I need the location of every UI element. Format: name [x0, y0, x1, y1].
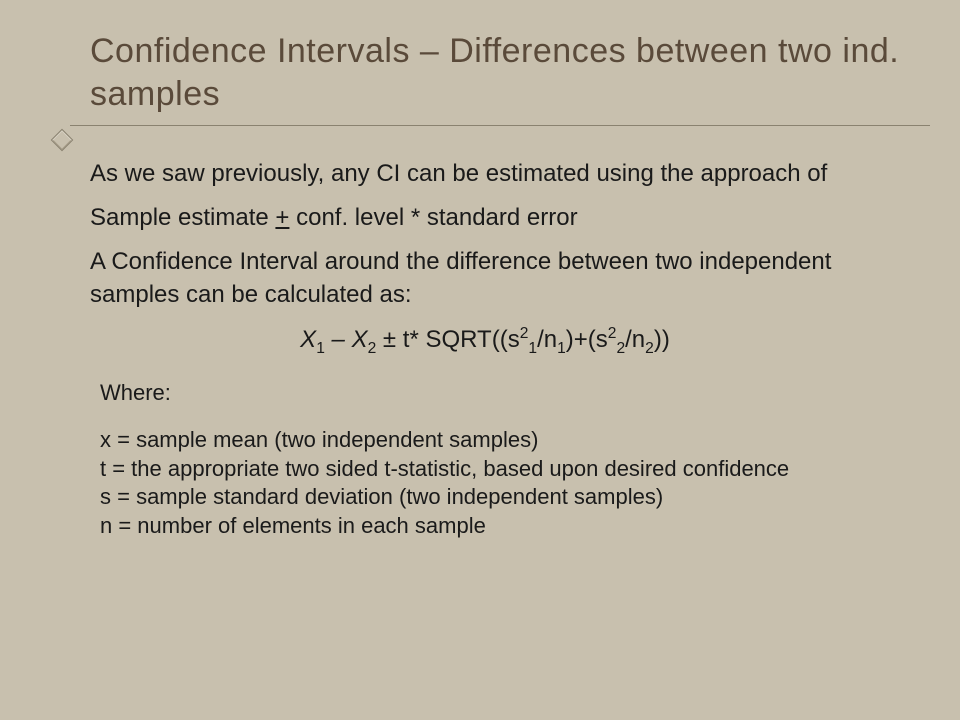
- formula-over-n2: /n: [625, 326, 645, 353]
- formula-sqrt-open: SQRT((s: [425, 326, 519, 353]
- estimate-approach-line: Sample estimate + conf. level * standard…: [90, 204, 880, 232]
- def-n: n = number of elements in each sample: [100, 512, 880, 541]
- plus-minus-underlined: +: [275, 204, 289, 231]
- formula-minus: –: [325, 326, 352, 353]
- def-t: t = the appropriate two sided t-statisti…: [100, 455, 880, 484]
- formula-x1-sub: 1: [316, 340, 325, 357]
- formula-s1-sub: 1: [528, 340, 537, 357]
- formula-t: t*: [403, 326, 426, 353]
- where-block: Where: x = sample mean (two independent …: [90, 380, 880, 540]
- formula-n2-sub: 2: [645, 340, 654, 357]
- where-label: Where:: [100, 380, 880, 406]
- formula-over-n1: /n: [537, 326, 557, 353]
- slide-content: As we saw previously, any CI can be esti…: [60, 134, 910, 540]
- slide-title: Confidence Intervals – Differences betwe…: [90, 30, 910, 115]
- estimate-suffix: conf. level * standard error: [289, 204, 577, 231]
- def-s: s = sample standard deviation (two indep…: [100, 483, 880, 512]
- formula-mid: )+(s: [566, 326, 608, 353]
- intro-paragraph: As we saw previously, any CI can be esti…: [90, 158, 880, 190]
- formula-pm: ±: [376, 326, 403, 353]
- formula-x2: X: [352, 326, 368, 353]
- formula-n1-sub: 1: [557, 340, 566, 357]
- title-underline: [70, 125, 930, 126]
- formula-close: )): [654, 326, 670, 353]
- estimate-prefix: Sample estimate: [90, 204, 275, 231]
- ci-description-paragraph: A Confidence Interval around the differe…: [90, 246, 880, 311]
- title-block: Confidence Intervals – Differences betwe…: [60, 30, 910, 126]
- formula-x1: X: [300, 326, 316, 353]
- formula-s2-sub: 2: [616, 340, 625, 357]
- formula-x2-sub: 2: [368, 340, 377, 357]
- def-x: x = sample mean (two independent samples…: [100, 426, 880, 455]
- ci-formula: X1 – X2 ± t* SQRT((s21/n1)+(s22/n2)): [90, 325, 880, 358]
- slide: Confidence Intervals – Differences betwe…: [0, 0, 960, 720]
